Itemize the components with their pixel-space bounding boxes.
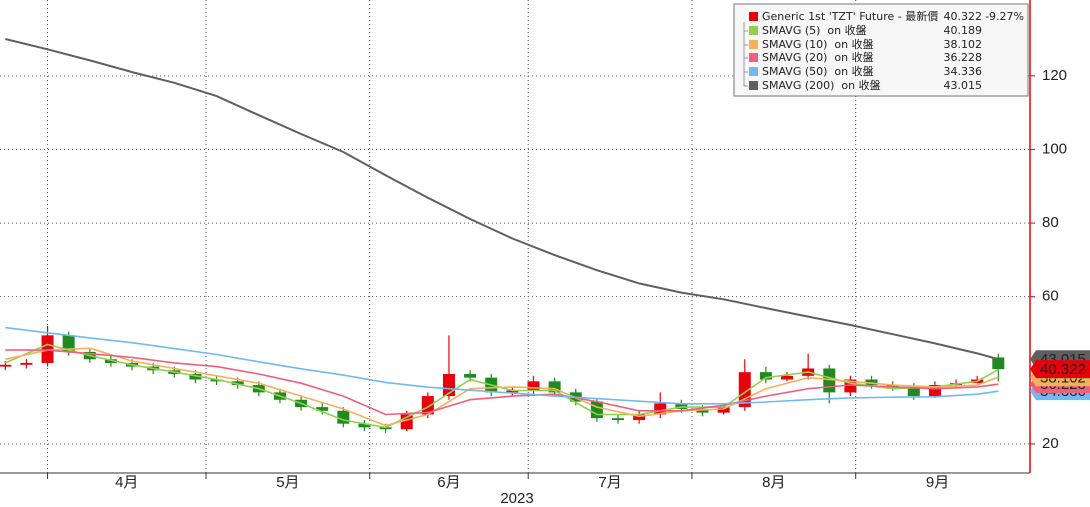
legend-swatch — [749, 81, 758, 90]
candle-body — [675, 403, 688, 409]
y-tick-label: 60 — [1042, 288, 1059, 305]
legend-swatch — [749, 12, 758, 21]
legend-label: SMAVG (5) on 收盤 — [762, 23, 867, 37]
legend-swatch — [749, 26, 758, 35]
x-tick-label: 4月 — [115, 474, 138, 491]
candle-body — [41, 335, 54, 363]
ma-line — [5, 38, 999, 361]
x-axis-label: 2023 — [500, 490, 533, 507]
candle-body — [337, 410, 350, 424]
legend-value: 36.228 — [944, 51, 983, 64]
candle-body — [231, 381, 244, 386]
candle-body — [62, 335, 75, 352]
y-tick-label: 20 — [1042, 435, 1059, 452]
candle-body — [464, 373, 477, 378]
legend-tree — [743, 22, 748, 87]
candle-body — [696, 408, 709, 413]
legend-value: 40.322 — [944, 10, 983, 23]
candle-body — [189, 373, 202, 380]
x-tick-label: 8月 — [762, 474, 785, 491]
candle-body — [358, 423, 371, 428]
legend-value: 40.189 — [944, 24, 983, 37]
candle-body — [717, 407, 730, 413]
legend-label: SMAVG (200) on 收盤 — [762, 78, 881, 92]
candle-body — [506, 390, 519, 393]
y-tick-label: 80 — [1042, 214, 1059, 231]
candle-body — [316, 407, 329, 411]
candle-body — [590, 401, 603, 419]
value-tag — [1030, 360, 1090, 379]
x-tick-label: 6月 — [437, 474, 460, 491]
y-tick-label: 100 — [1042, 140, 1067, 157]
y-tick-label: 120 — [1042, 67, 1067, 84]
legend-label: Generic 1st 'TZT' Future - 最新價 — [762, 9, 938, 23]
x-tick-label: 5月 — [276, 474, 299, 491]
candle-body — [20, 362, 33, 365]
candle-body — [379, 427, 392, 430]
ma-line — [5, 349, 999, 416]
legend-label: SMAVG (20) on 收盤 — [762, 50, 874, 64]
candle-body — [738, 372, 751, 408]
candle-body — [886, 385, 899, 387]
candle-body — [548, 381, 561, 393]
candle-body — [759, 372, 772, 380]
legend-change: -9.27% — [985, 10, 1024, 23]
ma-line — [5, 326, 999, 405]
legend-swatch — [749, 53, 758, 62]
ma-line — [4, 343, 999, 429]
legend-label: SMAVG (50) on 收盤 — [762, 64, 874, 78]
candle-body — [781, 375, 794, 380]
candle-body — [210, 379, 223, 382]
legend: Generic 1st 'TZT' Future - 最新價 40.322 -9.2… — [733, 3, 1029, 97]
candle-body — [992, 357, 1005, 370]
ma-line — [5, 347, 999, 427]
legend-value: 38.102 — [944, 38, 983, 51]
x-tick-label: 7月 — [598, 474, 621, 491]
candle-body — [865, 379, 878, 386]
plot-area: 20 60 80 100 120 4月 5月 6月 7月 8月 9月 43.01534.33636.2… — [0, 0, 1090, 491]
candle-body — [612, 418, 624, 420]
candle-body — [654, 403, 667, 415]
legend-box — [733, 3, 1029, 97]
candle-body — [907, 386, 920, 397]
candle-body — [633, 414, 646, 420]
candle-body — [104, 359, 117, 363]
x-tick-label: 9月 — [926, 474, 949, 491]
candle-body — [421, 396, 434, 415]
candle-body — [527, 381, 540, 391]
value-label: 40.322 — [1040, 361, 1086, 378]
legend-value: 34.336 — [944, 65, 983, 78]
candle-body — [0, 364, 12, 367]
candle-body — [928, 385, 941, 397]
legend-swatch — [749, 40, 758, 49]
legend-value: 43.015 — [944, 79, 983, 92]
legend-swatch — [749, 67, 758, 76]
legend-label: SMAVG (10) on 收盤 — [762, 37, 874, 51]
